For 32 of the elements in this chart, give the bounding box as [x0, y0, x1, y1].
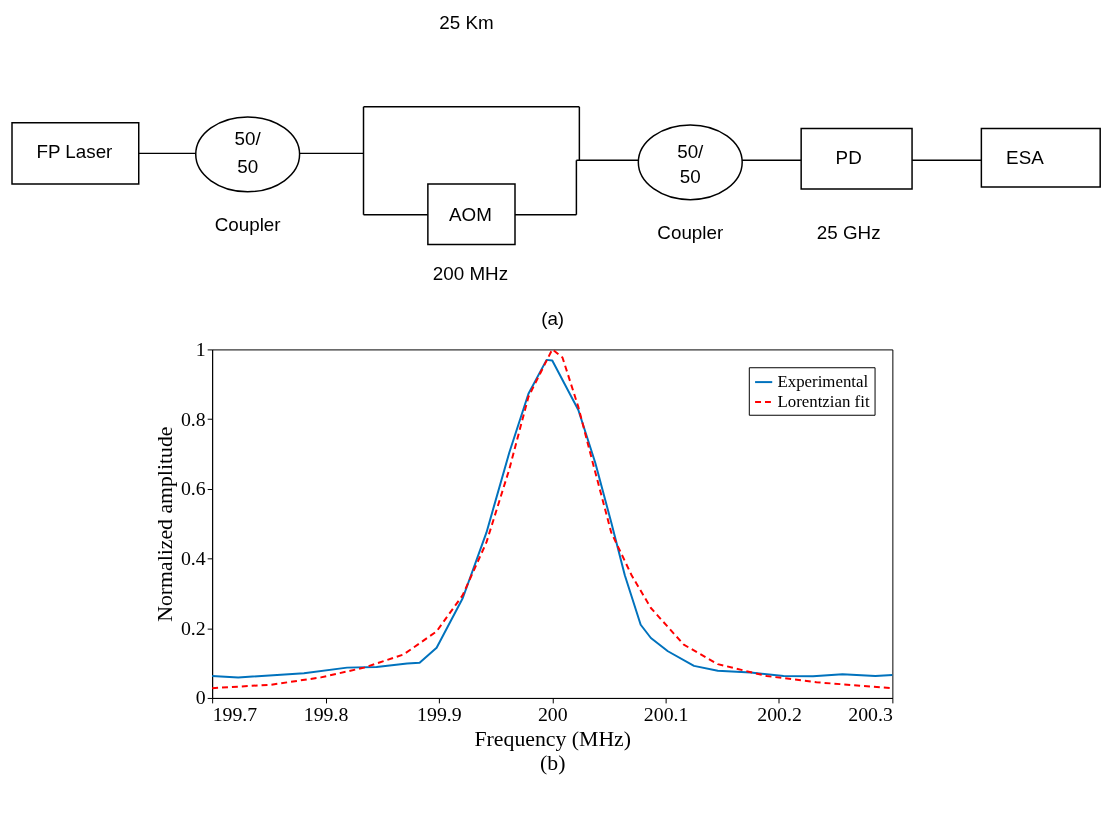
x-tick-label: 199.9: [417, 703, 462, 726]
text: (b): [540, 750, 566, 775]
text: 50: [237, 156, 259, 178]
text: 50/: [234, 128, 262, 150]
text: 25 Km: [439, 11, 494, 33]
x-tick-label: 200.2: [757, 703, 802, 726]
text: 50/: [677, 141, 705, 163]
y-tick-label: 0.4: [180, 546, 206, 569]
x-axis-title: Frequency (MHz): [474, 726, 632, 751]
y-tick-label: 0: [195, 686, 206, 709]
text: 50: [679, 166, 701, 188]
x-tick-label: 200.3: [848, 703, 893, 726]
legend-label: Experimental: [777, 372, 869, 392]
text: Coupler: [214, 213, 281, 235]
text: AOM: [449, 203, 492, 225]
text: ESA: [1006, 147, 1045, 169]
text: Coupler: [657, 221, 724, 243]
text: 25 GHz: [816, 221, 881, 243]
y-tick-label: 1: [195, 337, 206, 360]
text: (a): [541, 307, 565, 329]
x-tick-label: 200.1: [643, 703, 689, 726]
y-tick-label: 0.2: [180, 616, 206, 639]
x-tick-label: 200: [537, 703, 568, 726]
y-tick-label: 0.8: [180, 407, 206, 430]
text: 200 MHz: [432, 263, 509, 285]
legend-label: Lorentzian fit: [777, 391, 870, 411]
x-tick-label: 199.7: [212, 703, 258, 726]
y-tick-label: 0.6: [180, 477, 206, 500]
text: FP Laser: [36, 141, 113, 163]
text: PD: [835, 147, 862, 169]
x-tick-label: 199.8: [303, 703, 349, 726]
y-axis-title: Normalized amplitude: [153, 426, 178, 622]
